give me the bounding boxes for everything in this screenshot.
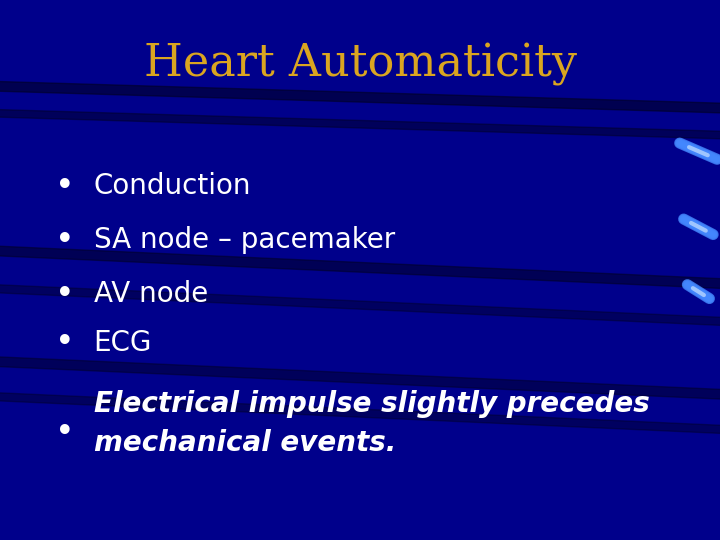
Text: Heart Automaticity: Heart Automaticity — [143, 43, 577, 86]
Text: AV node: AV node — [94, 280, 208, 308]
Text: ECG: ECG — [94, 329, 152, 357]
Text: •: • — [55, 278, 75, 311]
Text: •: • — [55, 326, 75, 360]
Text: Electrical impulse slightly precedes
mechanical events.: Electrical impulse slightly precedes mec… — [94, 390, 649, 457]
Text: •: • — [55, 415, 75, 449]
Text: Conduction: Conduction — [94, 172, 251, 200]
Polygon shape — [0, 354, 720, 402]
Text: SA node – pacemaker: SA node – pacemaker — [94, 226, 395, 254]
Polygon shape — [0, 282, 720, 328]
Polygon shape — [0, 243, 720, 292]
Polygon shape — [0, 79, 720, 115]
Polygon shape — [0, 390, 720, 436]
Text: •: • — [55, 224, 75, 257]
Polygon shape — [0, 107, 720, 141]
Text: •: • — [55, 170, 75, 203]
